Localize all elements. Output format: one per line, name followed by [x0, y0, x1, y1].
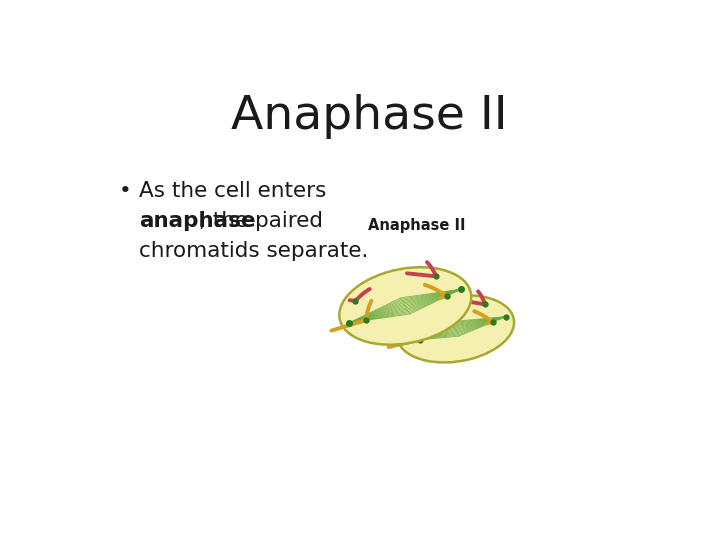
Ellipse shape: [339, 267, 471, 345]
Ellipse shape: [397, 295, 514, 362]
Text: •: •: [119, 181, 132, 201]
Text: chromatids separate.: chromatids separate.: [139, 241, 369, 261]
Text: Anaphase II: Anaphase II: [230, 94, 508, 139]
Text: anaphase: anaphase: [139, 211, 256, 231]
Text: , the paired: , the paired: [199, 211, 323, 231]
Text: Anaphase II: Anaphase II: [368, 218, 465, 233]
Text: As the cell enters: As the cell enters: [139, 181, 326, 201]
